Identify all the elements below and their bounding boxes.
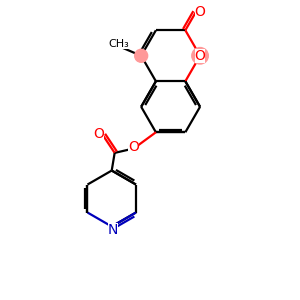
Circle shape xyxy=(135,49,148,62)
Text: O: O xyxy=(195,49,206,63)
Text: O: O xyxy=(93,127,104,141)
Circle shape xyxy=(192,47,208,64)
Text: CH₃: CH₃ xyxy=(109,39,130,49)
Text: O: O xyxy=(128,140,139,154)
Text: O: O xyxy=(195,5,206,20)
Text: N: N xyxy=(108,223,119,237)
